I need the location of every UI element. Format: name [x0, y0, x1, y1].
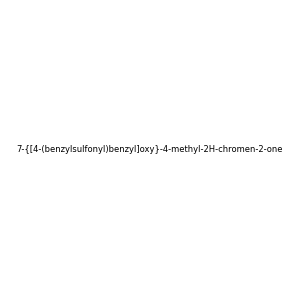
- Text: 7-{[4-(benzylsulfonyl)benzyl]oxy}-4-methyl-2H-chromen-2-one: 7-{[4-(benzylsulfonyl)benzyl]oxy}-4-meth…: [17, 146, 283, 154]
